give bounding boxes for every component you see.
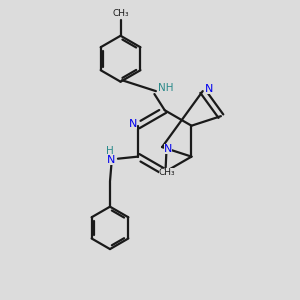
Text: N: N — [107, 154, 116, 165]
Text: CH₃: CH₃ — [112, 9, 129, 18]
Text: N: N — [128, 119, 137, 129]
Text: N: N — [159, 168, 167, 178]
Text: CH₃: CH₃ — [159, 168, 176, 177]
Text: N: N — [204, 84, 213, 94]
Text: N: N — [164, 143, 172, 154]
Text: H: H — [106, 146, 114, 156]
Text: NH: NH — [158, 82, 174, 93]
